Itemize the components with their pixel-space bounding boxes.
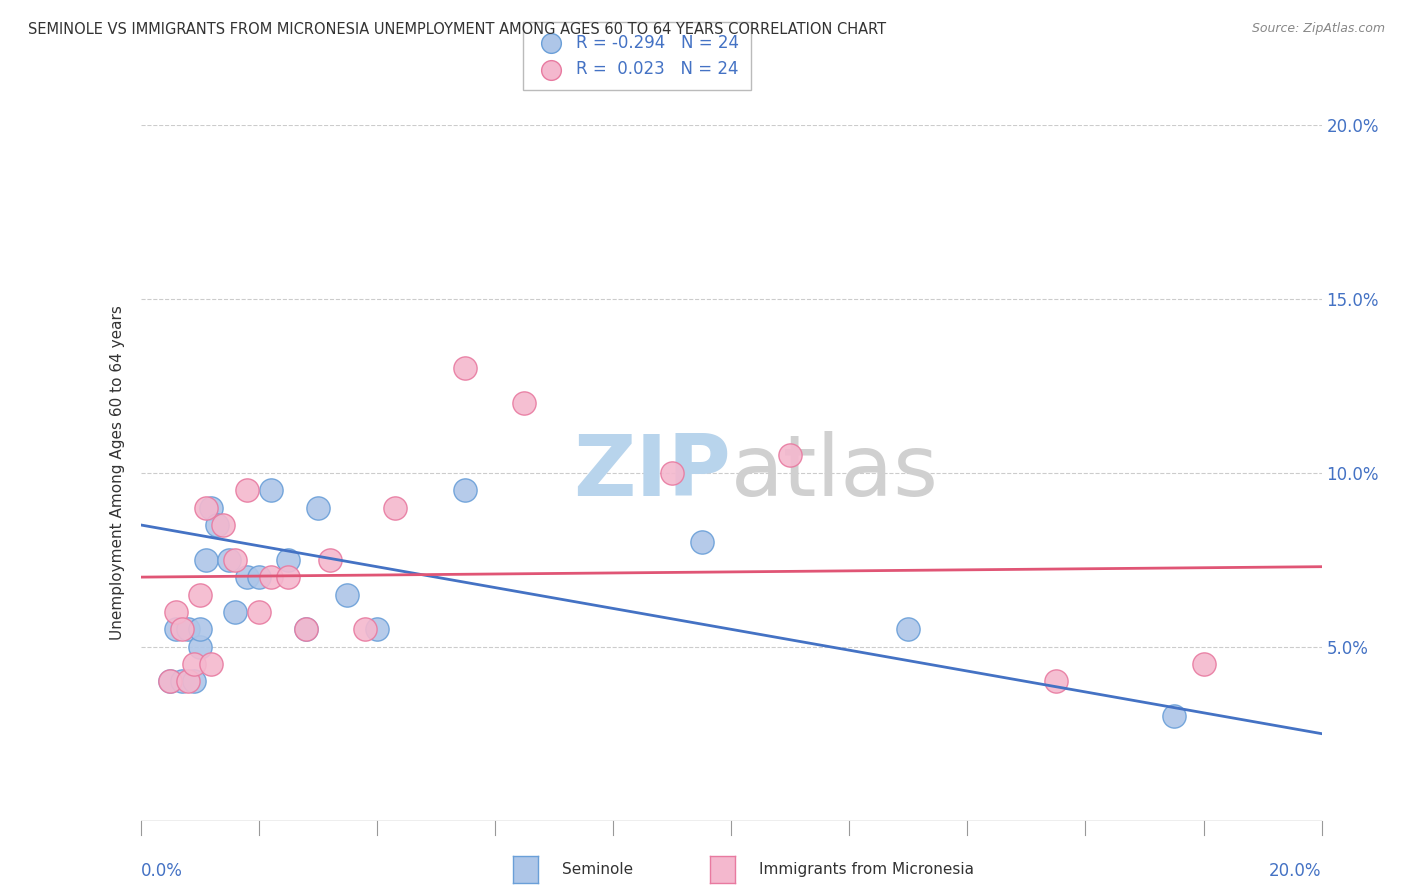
- Point: [247, 605, 270, 619]
- Point: [1163, 709, 1185, 723]
- Point: [212, 517, 235, 532]
- Legend: R = -0.294   N = 24, R =  0.023   N = 24: R = -0.294 N = 24, R = 0.023 N = 24: [523, 22, 751, 89]
- Point: [200, 500, 222, 515]
- Point: [194, 552, 217, 567]
- Text: SEMINOLE VS IMMIGRANTS FROM MICRONESIA UNEMPLOYMENT AMONG AGES 60 TO 64 YEARS CO: SEMINOLE VS IMMIGRANTS FROM MICRONESIA U…: [28, 22, 886, 37]
- Point: [188, 587, 211, 601]
- Point: [247, 570, 270, 584]
- Point: [690, 535, 713, 549]
- Point: [165, 623, 187, 637]
- Point: [307, 500, 329, 515]
- Text: 0.0%: 0.0%: [141, 863, 183, 880]
- Point: [188, 623, 211, 637]
- Point: [207, 517, 229, 532]
- Point: [513, 396, 536, 410]
- Point: [1192, 657, 1215, 671]
- Point: [1045, 674, 1067, 689]
- Point: [295, 623, 318, 637]
- Point: [384, 500, 406, 515]
- Point: [159, 674, 181, 689]
- Point: [183, 657, 205, 671]
- Point: [224, 605, 246, 619]
- Point: [194, 500, 217, 515]
- Point: [170, 674, 193, 689]
- Text: ZIP: ZIP: [574, 431, 731, 515]
- Point: [236, 483, 259, 497]
- Point: [454, 361, 477, 376]
- Point: [454, 483, 477, 497]
- Point: [779, 448, 801, 462]
- Text: Immigrants from Micronesia: Immigrants from Micronesia: [759, 863, 974, 877]
- Point: [236, 570, 259, 584]
- Point: [188, 640, 211, 654]
- Point: [277, 552, 299, 567]
- Text: Seminole: Seminole: [562, 863, 634, 877]
- Text: atlas: atlas: [731, 431, 939, 515]
- Point: [224, 552, 246, 567]
- Point: [336, 587, 359, 601]
- Point: [661, 466, 683, 480]
- Point: [200, 657, 222, 671]
- Y-axis label: Unemployment Among Ages 60 to 64 years: Unemployment Among Ages 60 to 64 years: [110, 305, 125, 640]
- Point: [897, 623, 920, 637]
- Point: [259, 570, 281, 584]
- Point: [165, 605, 187, 619]
- Point: [277, 570, 299, 584]
- Point: [366, 623, 388, 637]
- Text: Source: ZipAtlas.com: Source: ZipAtlas.com: [1251, 22, 1385, 36]
- Point: [159, 674, 181, 689]
- Point: [170, 623, 193, 637]
- Point: [295, 623, 318, 637]
- Point: [177, 623, 200, 637]
- Point: [183, 674, 205, 689]
- Point: [259, 483, 281, 497]
- Point: [354, 623, 377, 637]
- Point: [177, 674, 200, 689]
- Point: [218, 552, 240, 567]
- Point: [318, 552, 340, 567]
- Text: 20.0%: 20.0%: [1270, 863, 1322, 880]
